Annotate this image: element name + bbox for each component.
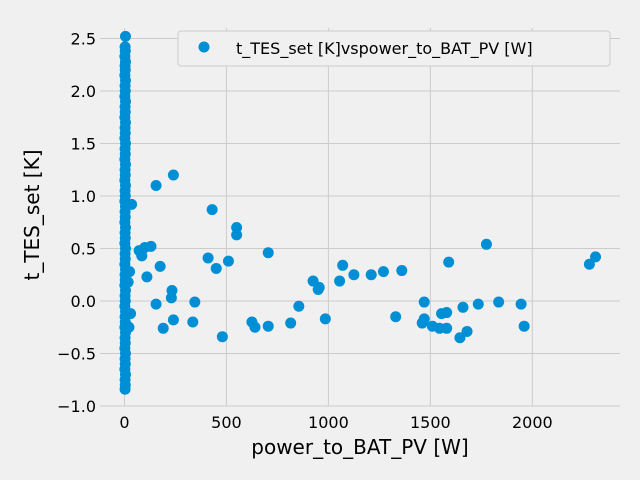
legend-box: [177, 30, 611, 67]
plot-area: [100, 28, 620, 406]
data-point: [348, 269, 360, 281]
data-point: [122, 276, 134, 288]
data-point: [202, 252, 214, 264]
x-tick-label: 1500: [410, 413, 451, 432]
x-axis-label: power_to_BAT_PV [W]: [251, 435, 468, 459]
data-point: [285, 317, 297, 329]
data-point: [313, 281, 325, 293]
legend-entry-label: t_TES_set [K]vspower_to_BAT_PV [W]: [236, 39, 533, 59]
x-tick-label: 1000: [308, 413, 349, 432]
data-point: [418, 296, 430, 308]
data-point: [136, 250, 148, 262]
x-tick-label: 500: [211, 413, 242, 432]
data-point: [590, 251, 602, 263]
data-point: [493, 296, 505, 308]
data-point: [441, 307, 453, 319]
y-tick-label: 0.5: [71, 240, 96, 259]
y-tick-label: 1.0: [71, 187, 96, 206]
data-point: [441, 322, 453, 334]
y-tick-label: 0.0: [71, 292, 96, 311]
y-axis-label: t_TES_set [K]: [20, 149, 44, 280]
data-point: [377, 266, 389, 278]
data-point: [515, 298, 527, 310]
data-point: [125, 308, 137, 320]
y-tick-labels: −1.0 −0.5 0.0 0.5 1.0 1.5 2.0 2.5: [57, 30, 96, 417]
data-point: [337, 259, 349, 271]
y-tick-label: 1.5: [71, 135, 96, 154]
data-point: [222, 255, 234, 267]
data-point: [457, 301, 469, 313]
data-point: [365, 269, 377, 281]
x-tick-label: 2000: [512, 413, 553, 432]
data-point: [167, 169, 179, 181]
y-tick-label: 2.0: [71, 82, 96, 101]
data-point: [189, 296, 201, 308]
data-point: [145, 240, 157, 252]
data-point: [119, 383, 131, 395]
y-tick-label: −0.5: [57, 345, 96, 364]
data-point: [123, 321, 135, 333]
data-points: [119, 30, 602, 395]
x-tick-labels: 0 500 1000 1500 2000: [119, 413, 552, 432]
data-point: [157, 322, 169, 334]
data-point: [480, 238, 492, 250]
data-point: [443, 256, 455, 268]
data-point: [166, 285, 178, 296]
data-point: [583, 258, 595, 270]
legend-marker: [198, 41, 210, 53]
data-point: [334, 275, 346, 287]
y-tick-label: −1.0: [57, 397, 96, 416]
data-point: [319, 313, 331, 325]
data-point: [150, 180, 162, 191]
data-point: [124, 266, 136, 278]
data-point: [262, 320, 274, 332]
data-point: [390, 311, 402, 323]
data-point: [518, 320, 530, 332]
data-point: [141, 271, 153, 283]
data-point: [216, 331, 228, 343]
data-point: [418, 313, 430, 325]
data-point: [150, 298, 162, 310]
y-tick-label: 2.5: [71, 30, 96, 49]
data-point: [119, 30, 131, 42]
data-point: [396, 265, 408, 277]
data-point: [167, 314, 179, 326]
data-point: [293, 300, 305, 312]
x-tick-label: 0: [119, 413, 129, 432]
data-point: [231, 229, 243, 241]
data-point: [206, 204, 218, 216]
legend: t_TES_set [K]vspower_to_BAT_PV [W]: [177, 30, 611, 67]
data-point: [472, 298, 484, 310]
grid-lines: [100, 28, 620, 407]
data-point: [210, 262, 222, 274]
data-point: [461, 325, 473, 337]
data-point: [154, 260, 166, 272]
data-point: [249, 321, 261, 333]
data-point: [126, 198, 138, 210]
data-point: [262, 247, 274, 259]
data-point: [187, 316, 199, 328]
data-point: [454, 332, 466, 344]
